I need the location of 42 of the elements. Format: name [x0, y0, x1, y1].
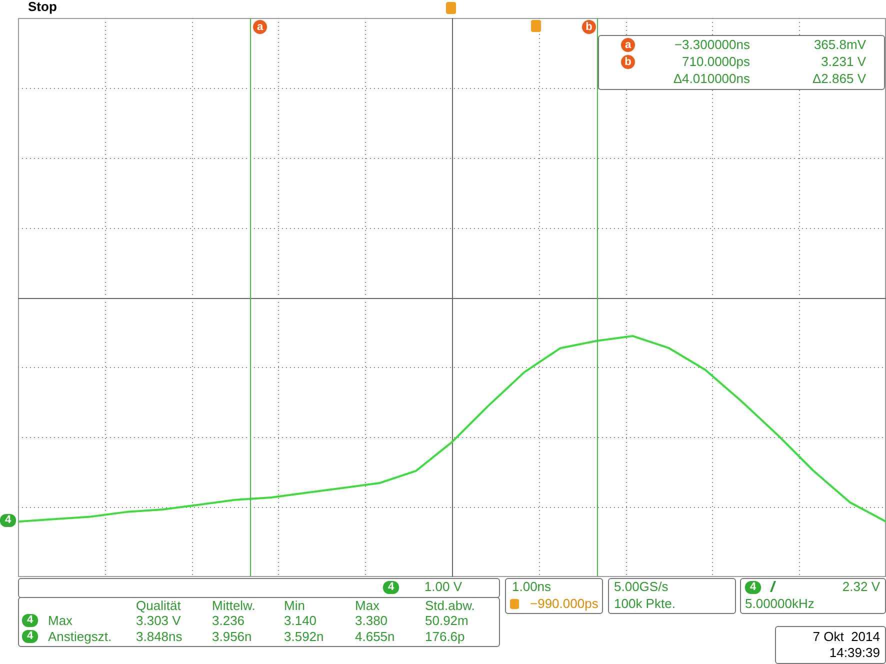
- text: Max: [48, 613, 73, 628]
- text: 100k Pkte.: [614, 596, 676, 611]
- text: 3.231 V: [821, 54, 866, 69]
- text: 176.6p: [425, 629, 465, 644]
- text: 3.956n: [212, 629, 252, 644]
- text: 3.236: [212, 613, 245, 628]
- text: Stop: [28, 0, 57, 14]
- text: Anstiegszt.: [48, 629, 112, 644]
- text: 3.848ns: [136, 629, 182, 644]
- text: 1.00 V: [424, 579, 462, 594]
- text: 5.00000kHz: [745, 596, 814, 611]
- text: Δ2.865 V: [812, 71, 866, 86]
- text: 4.655n: [355, 629, 395, 644]
- text: 4: [22, 630, 38, 643]
- text: b: [621, 55, 635, 69]
- text: 4: [383, 581, 400, 594]
- text: Std.abw.: [425, 598, 475, 613]
- text: 3.592n: [284, 629, 324, 644]
- text: 710.0000ps: [682, 54, 750, 69]
- text: b: [582, 20, 596, 34]
- text: 5.00GS/s: [614, 579, 668, 594]
- text: 365.8mV: [814, 37, 866, 52]
- text: −990.000ps: [530, 596, 598, 611]
- text: 3.140: [284, 613, 317, 628]
- text: Min: [284, 598, 305, 613]
- text: 7 Okt 2014: [812, 629, 880, 644]
- text: 50.92m: [425, 613, 468, 628]
- text: 3.303 V: [136, 613, 181, 628]
- text: 3.380: [355, 613, 388, 628]
- text: Δ4.010000ns: [673, 71, 750, 86]
- text: 4: [22, 614, 38, 627]
- text: Qualität: [136, 598, 181, 613]
- text: 1.00ns: [512, 579, 552, 594]
- text: 14:39:39: [829, 645, 880, 660]
- text: Max: [355, 598, 380, 613]
- text: a: [621, 38, 635, 52]
- text: 4: [745, 581, 762, 594]
- text: Mittelw.: [212, 598, 256, 613]
- text: 2.32 V: [842, 579, 880, 594]
- text: −3.300000ns: [674, 37, 750, 52]
- text: a: [253, 20, 267, 34]
- text: 4: [0, 514, 16, 527]
